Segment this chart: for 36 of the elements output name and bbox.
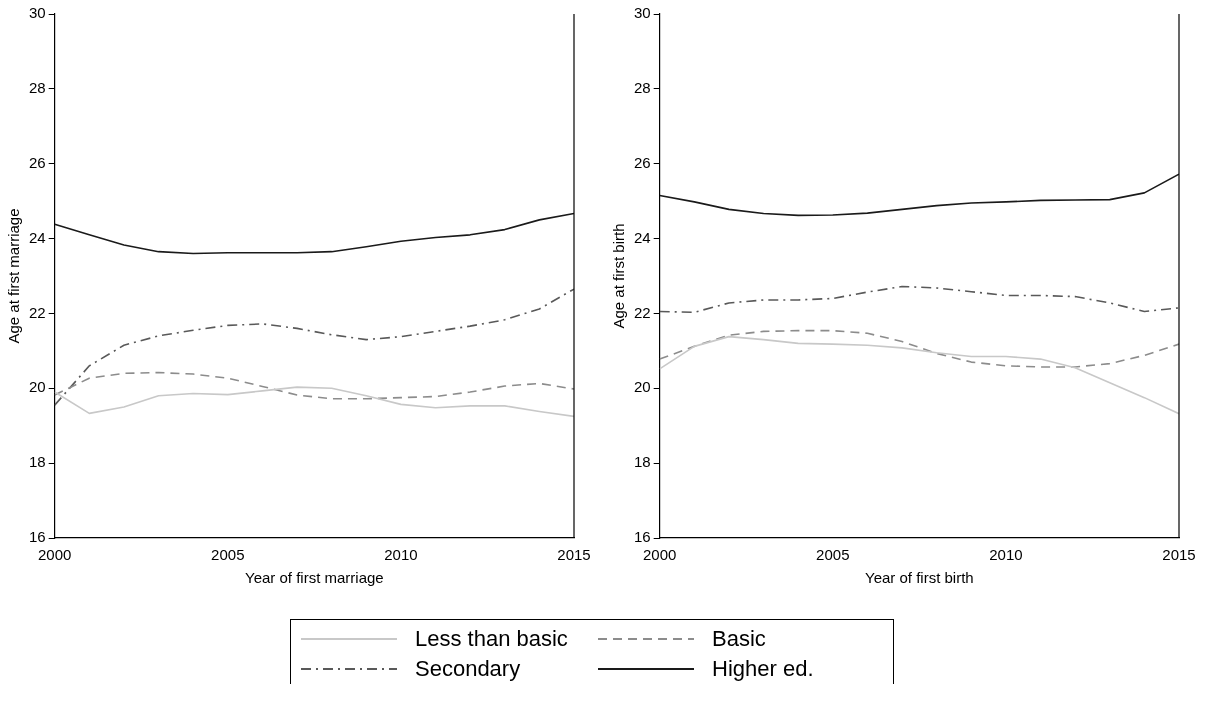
x-axis-title: Year of first birth [865,569,974,587]
y-tick-label: 20 [634,378,651,396]
legend-label: Secondary [415,656,521,682]
x-tick-label: 2005 [816,546,850,564]
line-series [54,371,574,400]
y-tick-label: 22 [634,303,651,321]
line-series [659,329,1179,368]
y-tick-label: 28 [29,79,46,96]
legend-label: Basic [712,626,766,652]
x-tick-label: 2015 [1162,546,1196,564]
legend-label: Higher ed. [712,656,814,682]
x-tick-label: 2010 [384,546,418,564]
line-series [659,285,1179,314]
y-axis-title: Age at first marriage [5,208,23,344]
y-tick-label: 20 [29,378,46,396]
y-tick-label: 22 [29,303,46,321]
y-tick-label: 26 [634,153,651,171]
x-axis-title: Year of first marriage [245,569,384,587]
line-series [54,288,574,406]
y-tick-label: 24 [634,228,651,246]
y-tick-label: 16 [29,528,46,546]
y-tick-label: 24 [29,228,46,246]
y-tick-label: 30 [634,4,651,22]
x-tick-label: 2000 [38,546,72,564]
x-tick-label: 2015 [557,546,591,564]
y-axis-title: Age at first birth [610,223,628,329]
y-tick-label: 18 [29,453,46,471]
x-tick-label: 2005 [211,546,245,564]
x-tick-label: 2000 [643,546,677,564]
y-tick-label: 30 [29,4,46,22]
x-tick-label: 2010 [989,546,1023,564]
y-tick-label: 28 [634,79,651,96]
y-tick-label: 26 [29,153,46,171]
y-tick-label: 18 [634,453,651,471]
legend-label: Less than basic [415,626,568,652]
y-tick-label: 16 [634,528,651,546]
